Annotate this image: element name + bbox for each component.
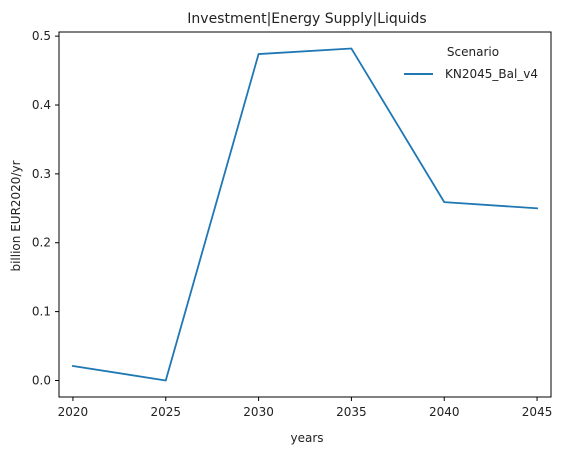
y-tick-label: 0.4 <box>32 98 51 112</box>
x-tick-label: 2020 <box>58 405 89 419</box>
x-tick-label: 2045 <box>522 405 553 419</box>
legend-series-label: KN2045_Bal_v4 <box>445 67 538 81</box>
y-tick-label: 0.2 <box>32 236 51 250</box>
legend-title: Scenario <box>447 45 499 59</box>
plot-area <box>71 47 539 382</box>
x-tick-label: 2025 <box>150 405 181 419</box>
x-tick-label: 2035 <box>336 405 367 419</box>
x-axis-ticks: 2020 2025 2030 2035 2040 2045 <box>58 397 553 419</box>
series-layer <box>71 47 539 382</box>
y-tick-label: 0.5 <box>32 29 51 43</box>
x-tick-label: 2030 <box>243 405 274 419</box>
y-tick-label: 0.3 <box>32 167 51 181</box>
y-tick-label: 0.0 <box>32 373 51 387</box>
y-tick-label: 0.1 <box>32 305 51 319</box>
y-axis-ticks: 0.0 0.1 0.2 0.3 0.4 0.5 <box>32 29 59 387</box>
x-axis-label: years <box>290 431 323 445</box>
plot-frame <box>58 31 552 398</box>
x-tick-label: 2040 <box>429 405 460 419</box>
y-axis-label: billion EUR2020/yr <box>9 160 23 271</box>
chart-title: Investment|Energy Supply|Liquids <box>187 11 426 27</box>
legend: Scenario KN2045_Bal_v4 <box>404 45 538 81</box>
series-line <box>71 47 539 382</box>
